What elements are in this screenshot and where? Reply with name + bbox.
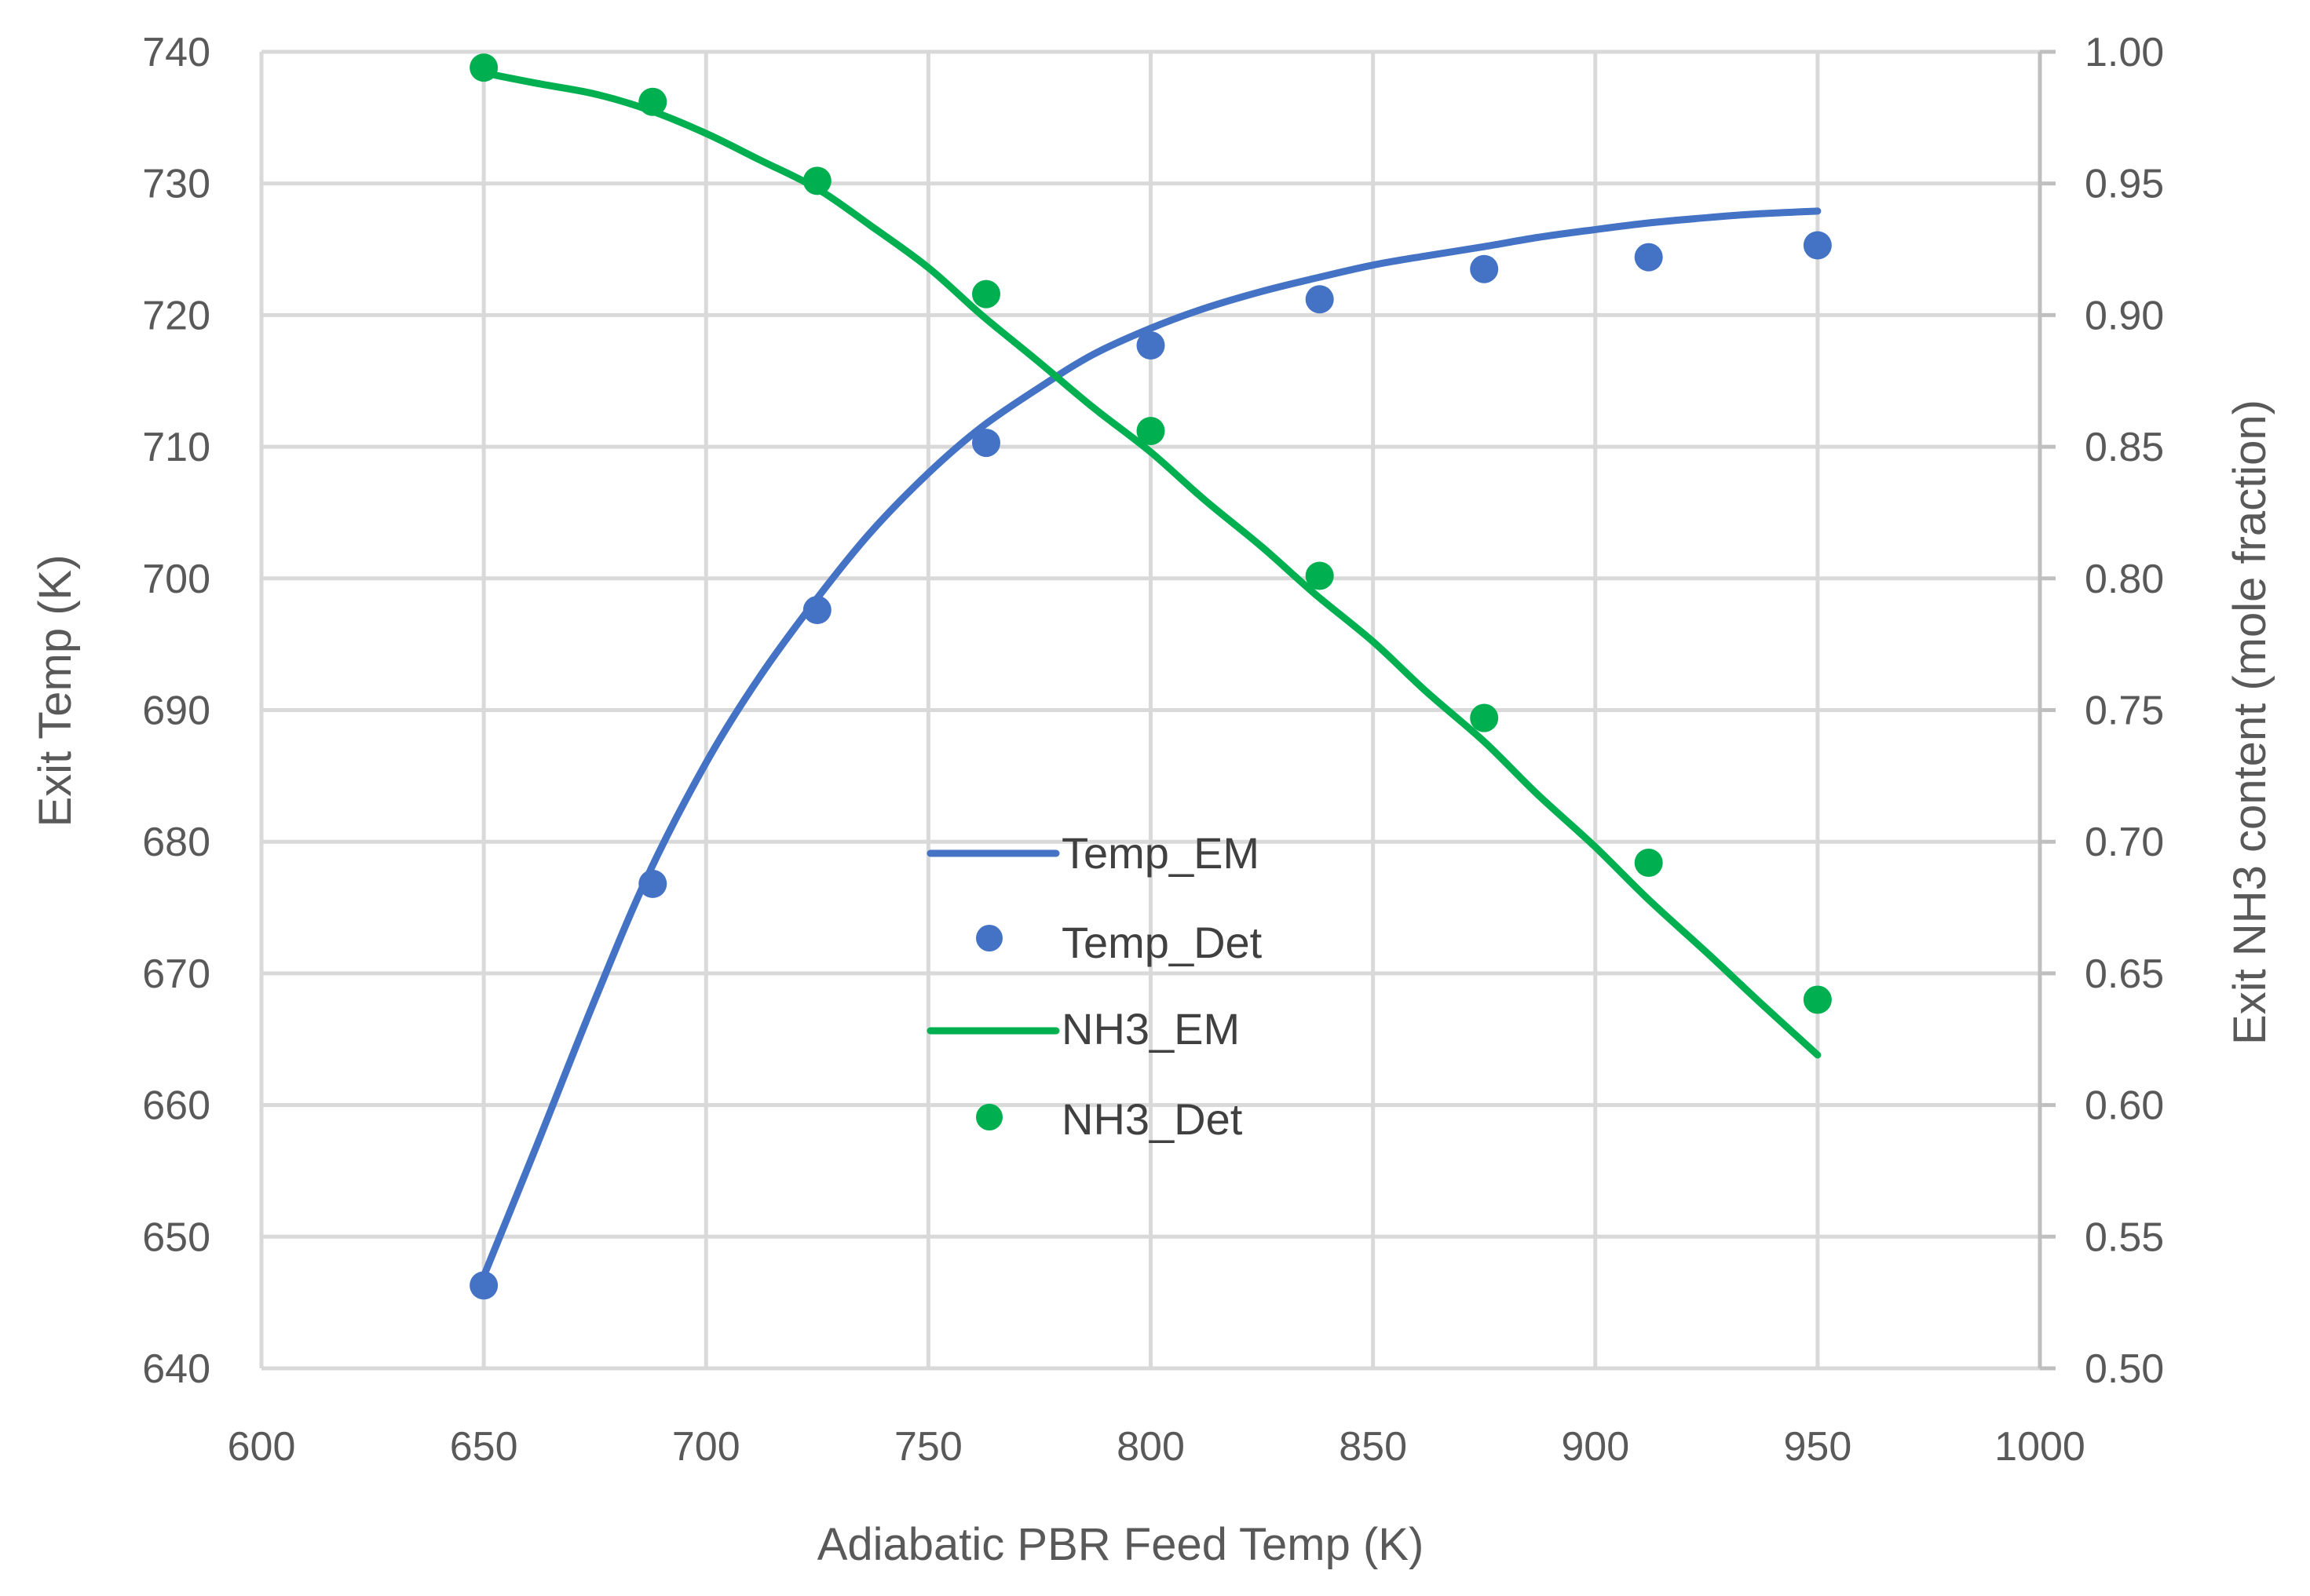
x-tick-label: 600 [228, 1424, 296, 1470]
legend-nh3-det-marker [976, 1104, 1003, 1130]
temp-det-point [1803, 231, 1832, 260]
x-tick-label: 950 [1783, 1424, 1851, 1470]
nh3-det-point [1634, 849, 1663, 878]
temp-det-point [971, 429, 1000, 458]
temp-det-point [1634, 243, 1663, 272]
temp-det-point [802, 596, 832, 625]
x-tick-label: 700 [672, 1424, 740, 1470]
y-left-tick-label: 660 [142, 1083, 210, 1129]
grid-layer [259, 49, 2056, 1371]
temp-det-point [470, 1271, 499, 1300]
y-right-tick-label: 0.65 [2085, 951, 2164, 997]
y-left-tick-label: 680 [142, 820, 210, 865]
y-right-tick-label: 0.50 [2085, 1346, 2164, 1392]
y-right-tick-label: 0.75 [2085, 688, 2164, 734]
y-left-tick-label: 690 [142, 688, 210, 734]
y-axis-title-left: Exit Temp (K) [30, 554, 81, 827]
y-left-tick-label: 650 [142, 1214, 210, 1260]
temp-det-point [1305, 285, 1334, 314]
temp-det-point [638, 869, 667, 898]
nh3-det-point [1803, 985, 1832, 1014]
tick-layer: 600 650 700 750 800 850 900 950 1000 640 650 660 670… [142, 30, 2164, 1470]
nh3-det-point [638, 87, 667, 116]
nh3-det-point [1305, 561, 1334, 590]
y-right-tick-label: 0.85 [2085, 425, 2164, 470]
x-tick-label: 850 [1339, 1424, 1407, 1470]
nh3-det-point [1136, 416, 1165, 445]
x-tick-label: 1000 [1994, 1424, 2085, 1470]
nh3-det-point [971, 279, 1000, 309]
temp-det-point [1470, 254, 1499, 283]
legend-nh3-det-label: NH3_Det [1062, 1094, 1243, 1144]
nh3-det-point [1470, 703, 1499, 732]
nh3-det-point [470, 53, 499, 82]
y-left-tick-label: 740 [142, 30, 210, 75]
y-left-tick-label: 710 [142, 425, 210, 470]
x-tick-label: 650 [450, 1424, 518, 1470]
series-layer [470, 53, 1832, 1300]
y-right-tick-label: 0.60 [2085, 1083, 2164, 1129]
x-axis-title: Adiabatic PBR Feed Temp (K) [817, 1519, 1424, 1570]
y-right-tick-label: 1.00 [2085, 30, 2164, 75]
legend-temp-det-marker [976, 925, 1003, 951]
legend-temp-em-label: Temp_EM [1062, 828, 1259, 878]
y-right-tick-label: 0.95 [2085, 162, 2164, 207]
y-right-tick-label: 0.90 [2085, 293, 2164, 338]
y-axis-title-right: Exit NH3 content (mole fraction) [2224, 400, 2275, 1045]
y-left-tick-label: 720 [142, 293, 210, 338]
y-left-tick-label: 730 [142, 162, 210, 207]
y-left-tick-label: 640 [142, 1346, 210, 1392]
legend: Temp_EM Temp_Det NH3_EM NH3_Det [927, 828, 1263, 1144]
y-right-tick-label: 0.55 [2085, 1214, 2164, 1260]
temp-det-point [1136, 331, 1165, 360]
y-left-tick-label: 700 [142, 557, 210, 602]
x-tick-label: 750 [894, 1424, 963, 1470]
y-right-tick-label: 0.70 [2085, 820, 2164, 865]
nh3-em-series-line [480, 69, 1822, 1059]
x-tick-label: 800 [1117, 1424, 1185, 1470]
legend-temp-det-label: Temp_Det [1062, 918, 1263, 967]
legend-nh3-em-label: NH3_EM [1062, 1004, 1240, 1054]
nh3-det-point [802, 166, 832, 195]
y-right-tick-label: 0.80 [2085, 557, 2164, 602]
y-left-tick-label: 670 [142, 951, 210, 997]
x-tick-label: 900 [1561, 1424, 1629, 1470]
